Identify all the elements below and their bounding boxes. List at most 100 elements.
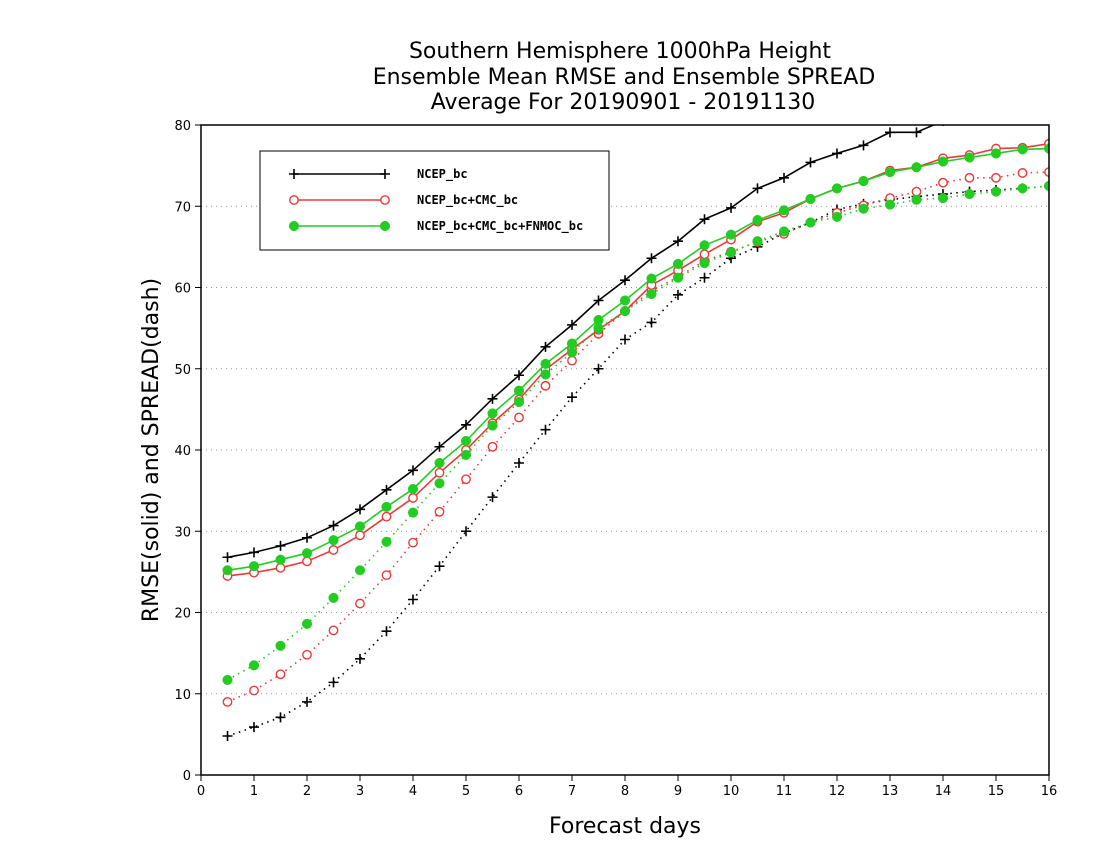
ncep-bc-cmc-bc-fnmoc-bc-rmse-point <box>1017 144 1028 155</box>
ncep-bc-spread-point <box>646 317 657 328</box>
legend-marker-ncep-bc <box>380 169 390 179</box>
series-lines <box>222 104 1049 741</box>
ncep-bc-cmc-bc-fnmoc-bc-rmse-point <box>513 385 525 396</box>
ncep-bc-cmc-bc-rmse-point <box>408 493 418 503</box>
ncep-bc-cmc-bc-fnmoc-bc-spread-point <box>566 347 578 358</box>
ncep-bc-rmse-point <box>275 540 286 551</box>
ncep-bc-cmc-bc-spread-point <box>275 669 286 680</box>
ncep-bc-cmc-bc-fnmoc-bc-rmse-point <box>805 193 816 204</box>
ncep-bc-cmc-bc-fnmoc-bc-spread-point <box>858 203 869 214</box>
legend-label-ncep-bc-cmc-bc: NCEP_bc+CMC_bc <box>417 193 518 208</box>
y-tick-label: 70 <box>174 200 191 215</box>
ncep-bc-cmc-bc-spread-point <box>302 649 312 660</box>
ncep-bc-cmc-bc-rmse-point <box>699 249 710 260</box>
legend-marker-ncep-bc-cmc-bc-fnmoc-bc <box>379 220 391 232</box>
ncep-bc-cmc-bc-fnmoc-bc-spread-point <box>434 478 445 489</box>
ncep-bc-spread-point <box>328 677 339 688</box>
ncep-bc-cmc-bc-fnmoc-bc-spread-point <box>487 420 498 431</box>
ncep-bc-cmc-bc-spread-point <box>540 380 551 391</box>
ncep-bc-rmse-point <box>461 419 471 430</box>
ncep-bc-cmc-bc-fnmoc-bc-rmse-point <box>752 215 763 226</box>
x-tick-label: 14 <box>935 784 952 799</box>
ncep-bc-cmc-bc-spread-point <box>434 506 445 517</box>
ncep-bc-cmc-bc-fnmoc-bc-spread-point <box>884 199 896 210</box>
ncep-bc-rmse-point <box>858 140 869 151</box>
ncep-bc-spread-point <box>434 561 445 572</box>
ncep-bc-cmc-bc-fnmoc-bc-spread-point <box>778 226 790 237</box>
x-axis-ticks: 0 1 2 3 4 5 6 7 8 9 10 11 12 13 14 15 16 <box>197 775 1057 799</box>
ncep-bc-cmc-bc-fnmoc-bc-rmse-point <box>831 183 843 194</box>
ncep-bc-cmc-bc-fnmoc-bc-rmse-point <box>407 483 419 495</box>
ncep-bc-spread-point <box>620 334 630 345</box>
ncep-bc-cmc-bc-fnmoc-bc-rmse-point <box>725 229 737 240</box>
ncep-bc-cmc-bc-fnmoc-bc-rmse-point <box>593 314 604 326</box>
ncep-bc-cmc-bc-fnmoc-bc-spread-point <box>699 258 710 269</box>
legend-label-ncep-bc: NCEP_bc <box>417 167 468 182</box>
y-tick-label: 50 <box>174 363 191 378</box>
ncep-bc-spread-point <box>699 272 710 283</box>
ncep-bc-rmse-point <box>991 108 1001 118</box>
ncep-bc-rmse-point <box>885 127 895 138</box>
ncep-bc-rmse-point <box>620 275 630 286</box>
ncep-bc-cmc-bc-fnmoc-bc-spread-point <box>381 536 392 547</box>
ncep-bc-cmc-bc-fnmoc-bc-spread-point <box>513 397 525 408</box>
ncep-bc-spread-point <box>381 626 392 637</box>
x-tick-label: 10 <box>723 784 740 799</box>
y-tick-label: 40 <box>174 444 191 459</box>
ncep-bc-cmc-bc-spread-point <box>567 355 577 366</box>
ncep-bc-rmse-point <box>567 319 577 330</box>
ncep-bc-cmc-bc-rmse-point <box>275 562 286 573</box>
ncep-bc-cmc-bc-fnmoc-bc-spread-point <box>540 369 551 380</box>
ncep-bc-cmc-bc-spread-point <box>381 570 392 581</box>
ncep-bc-cmc-bc-spread-point <box>514 412 524 423</box>
x-tick-label: 4 <box>409 784 417 799</box>
ncep-bc-cmc-bc-fnmoc-bc-spread-point <box>407 507 419 518</box>
ncep-bc-cmc-bc-spread-point <box>911 186 922 197</box>
ncep-bc-cmc-bc-rmse-point <box>381 511 392 522</box>
x-tick-label: 1 <box>250 784 258 799</box>
ncep-bc-cmc-bc-fnmoc-bc-rmse-point <box>275 554 286 565</box>
ncep-bc-cmc-bc-fnmoc-bc-spread-point <box>248 660 260 671</box>
ncep-bc-rmse-point <box>222 552 233 563</box>
ncep-bc-spread-point <box>593 363 604 374</box>
ncep-bc-cmc-bc-fnmoc-bc-spread-point <box>301 618 313 629</box>
x-tick-label: 9 <box>674 784 682 799</box>
ncep-bc-cmc-bc-rmse-point <box>355 530 365 541</box>
ncep-bc-cmc-bc-spread-point <box>1044 167 1049 178</box>
x-tick-label: 6 <box>515 784 523 799</box>
ncep-bc-cmc-bc-fnmoc-bc-spread-point <box>1017 183 1028 194</box>
ncep-bc-cmc-bc-fnmoc-bc-spread-point <box>328 592 339 603</box>
ncep-bc-cmc-bc-fnmoc-bc-rmse-point <box>540 358 551 369</box>
ncep-bc-spread-point <box>275 712 286 723</box>
legend-marker-ncep-bc-cmc-bc <box>289 195 299 205</box>
ncep-bc-cmc-bc-fnmoc-bc-rmse-point <box>672 258 684 269</box>
ncep-bc-cmc-bc-fnmoc-bc-rmse-point <box>460 436 472 447</box>
x-tick-label: 3 <box>356 784 364 799</box>
legend-marker-ncep-bc-cmc-bc-fnmoc-bc <box>288 220 300 232</box>
ncep-bc-cmc-bc-fnmoc-bc-spread-point <box>222 674 233 685</box>
ncep-bc-cmc-bc-fnmoc-bc-spread-point <box>752 236 763 247</box>
ncep-bc-cmc-bc-spread-point <box>461 474 471 485</box>
y-tick-label: 0 <box>183 769 191 784</box>
ncep-bc-cmc-bc-spread-point <box>938 177 948 188</box>
x-tick-label: 0 <box>197 784 205 799</box>
ncep-bc-rmse-point <box>355 504 365 515</box>
ncep-bc-rmse-point <box>752 183 763 194</box>
y-tick-label: 10 <box>174 688 191 703</box>
ncep-bc-cmc-bc-fnmoc-bc-rmse-point <box>301 548 313 559</box>
ncep-bc-rmse-point <box>1018 104 1028 114</box>
ncep-bc-cmc-bc-fnmoc-bc-rmse-point <box>248 561 260 572</box>
ncep-bc-cmc-bc-spread-point <box>249 685 259 696</box>
ncep-bc-spread-point <box>540 424 551 435</box>
ncep-bc-rmse-point <box>832 148 842 159</box>
ncep-bc-cmc-bc-spread-point <box>1017 168 1028 178</box>
x-tick-label: 11 <box>776 784 793 799</box>
y-tick-label: 80 <box>174 119 191 134</box>
ncep-bc-cmc-bc-rmse-point <box>302 556 312 567</box>
x-tick-label: 13 <box>882 784 899 799</box>
ncep-bc-cmc-bc-fnmoc-bc-rmse-point <box>487 408 498 419</box>
ncep-bc-rmse-point <box>487 393 498 404</box>
ncep-bc-cmc-bc-fnmoc-bc-spread-point <box>460 449 472 460</box>
ncep-bc-cmc-bc-fnmoc-bc-rmse-point <box>434 457 445 469</box>
